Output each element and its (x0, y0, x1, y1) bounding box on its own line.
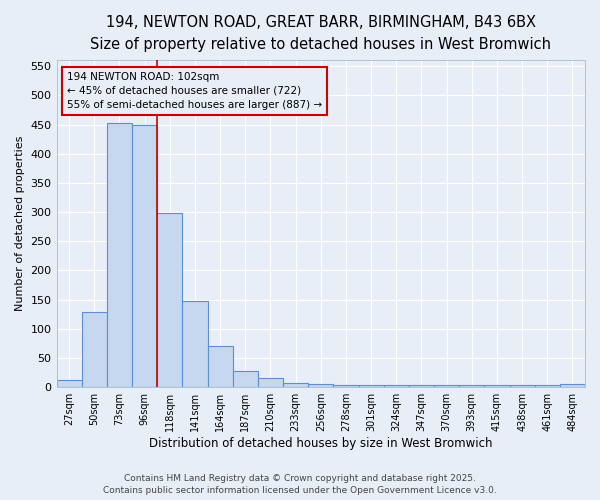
Bar (334, 385, 359, 387)
Bar (182, 301, 208, 387)
Bar (56, 380, 82, 387)
Text: 194 NEWTON ROAD: 102sqm
← 45% of detached houses are smaller (722)
55% of semi-d: 194 NEWTON ROAD: 102sqm ← 45% of detache… (67, 72, 322, 110)
Text: Contains HM Land Registry data © Crown copyright and database right 2025.
Contai: Contains HM Land Registry data © Crown c… (103, 474, 497, 495)
Bar (132, 125, 157, 387)
Bar (258, 378, 283, 387)
Bar (82, 312, 107, 387)
Bar (157, 214, 182, 387)
Y-axis label: Number of detached properties: Number of detached properties (15, 136, 25, 312)
Bar (383, 386, 409, 387)
Bar (359, 386, 383, 387)
Bar (434, 386, 459, 387)
Bar (283, 383, 308, 387)
X-axis label: Distribution of detached houses by size in West Bromwich: Distribution of detached houses by size … (149, 437, 493, 450)
Bar (233, 372, 258, 387)
Bar (459, 386, 484, 387)
Bar (409, 386, 434, 387)
Bar (484, 386, 509, 387)
Bar (535, 386, 560, 387)
Bar (560, 384, 585, 387)
Title: 194, NEWTON ROAD, GREAT BARR, BIRMINGHAM, B43 6BX
Size of property relative to d: 194, NEWTON ROAD, GREAT BARR, BIRMINGHAM… (90, 15, 551, 52)
Bar (509, 386, 535, 387)
Bar (107, 124, 132, 387)
Bar (208, 346, 233, 387)
Bar (308, 384, 334, 387)
